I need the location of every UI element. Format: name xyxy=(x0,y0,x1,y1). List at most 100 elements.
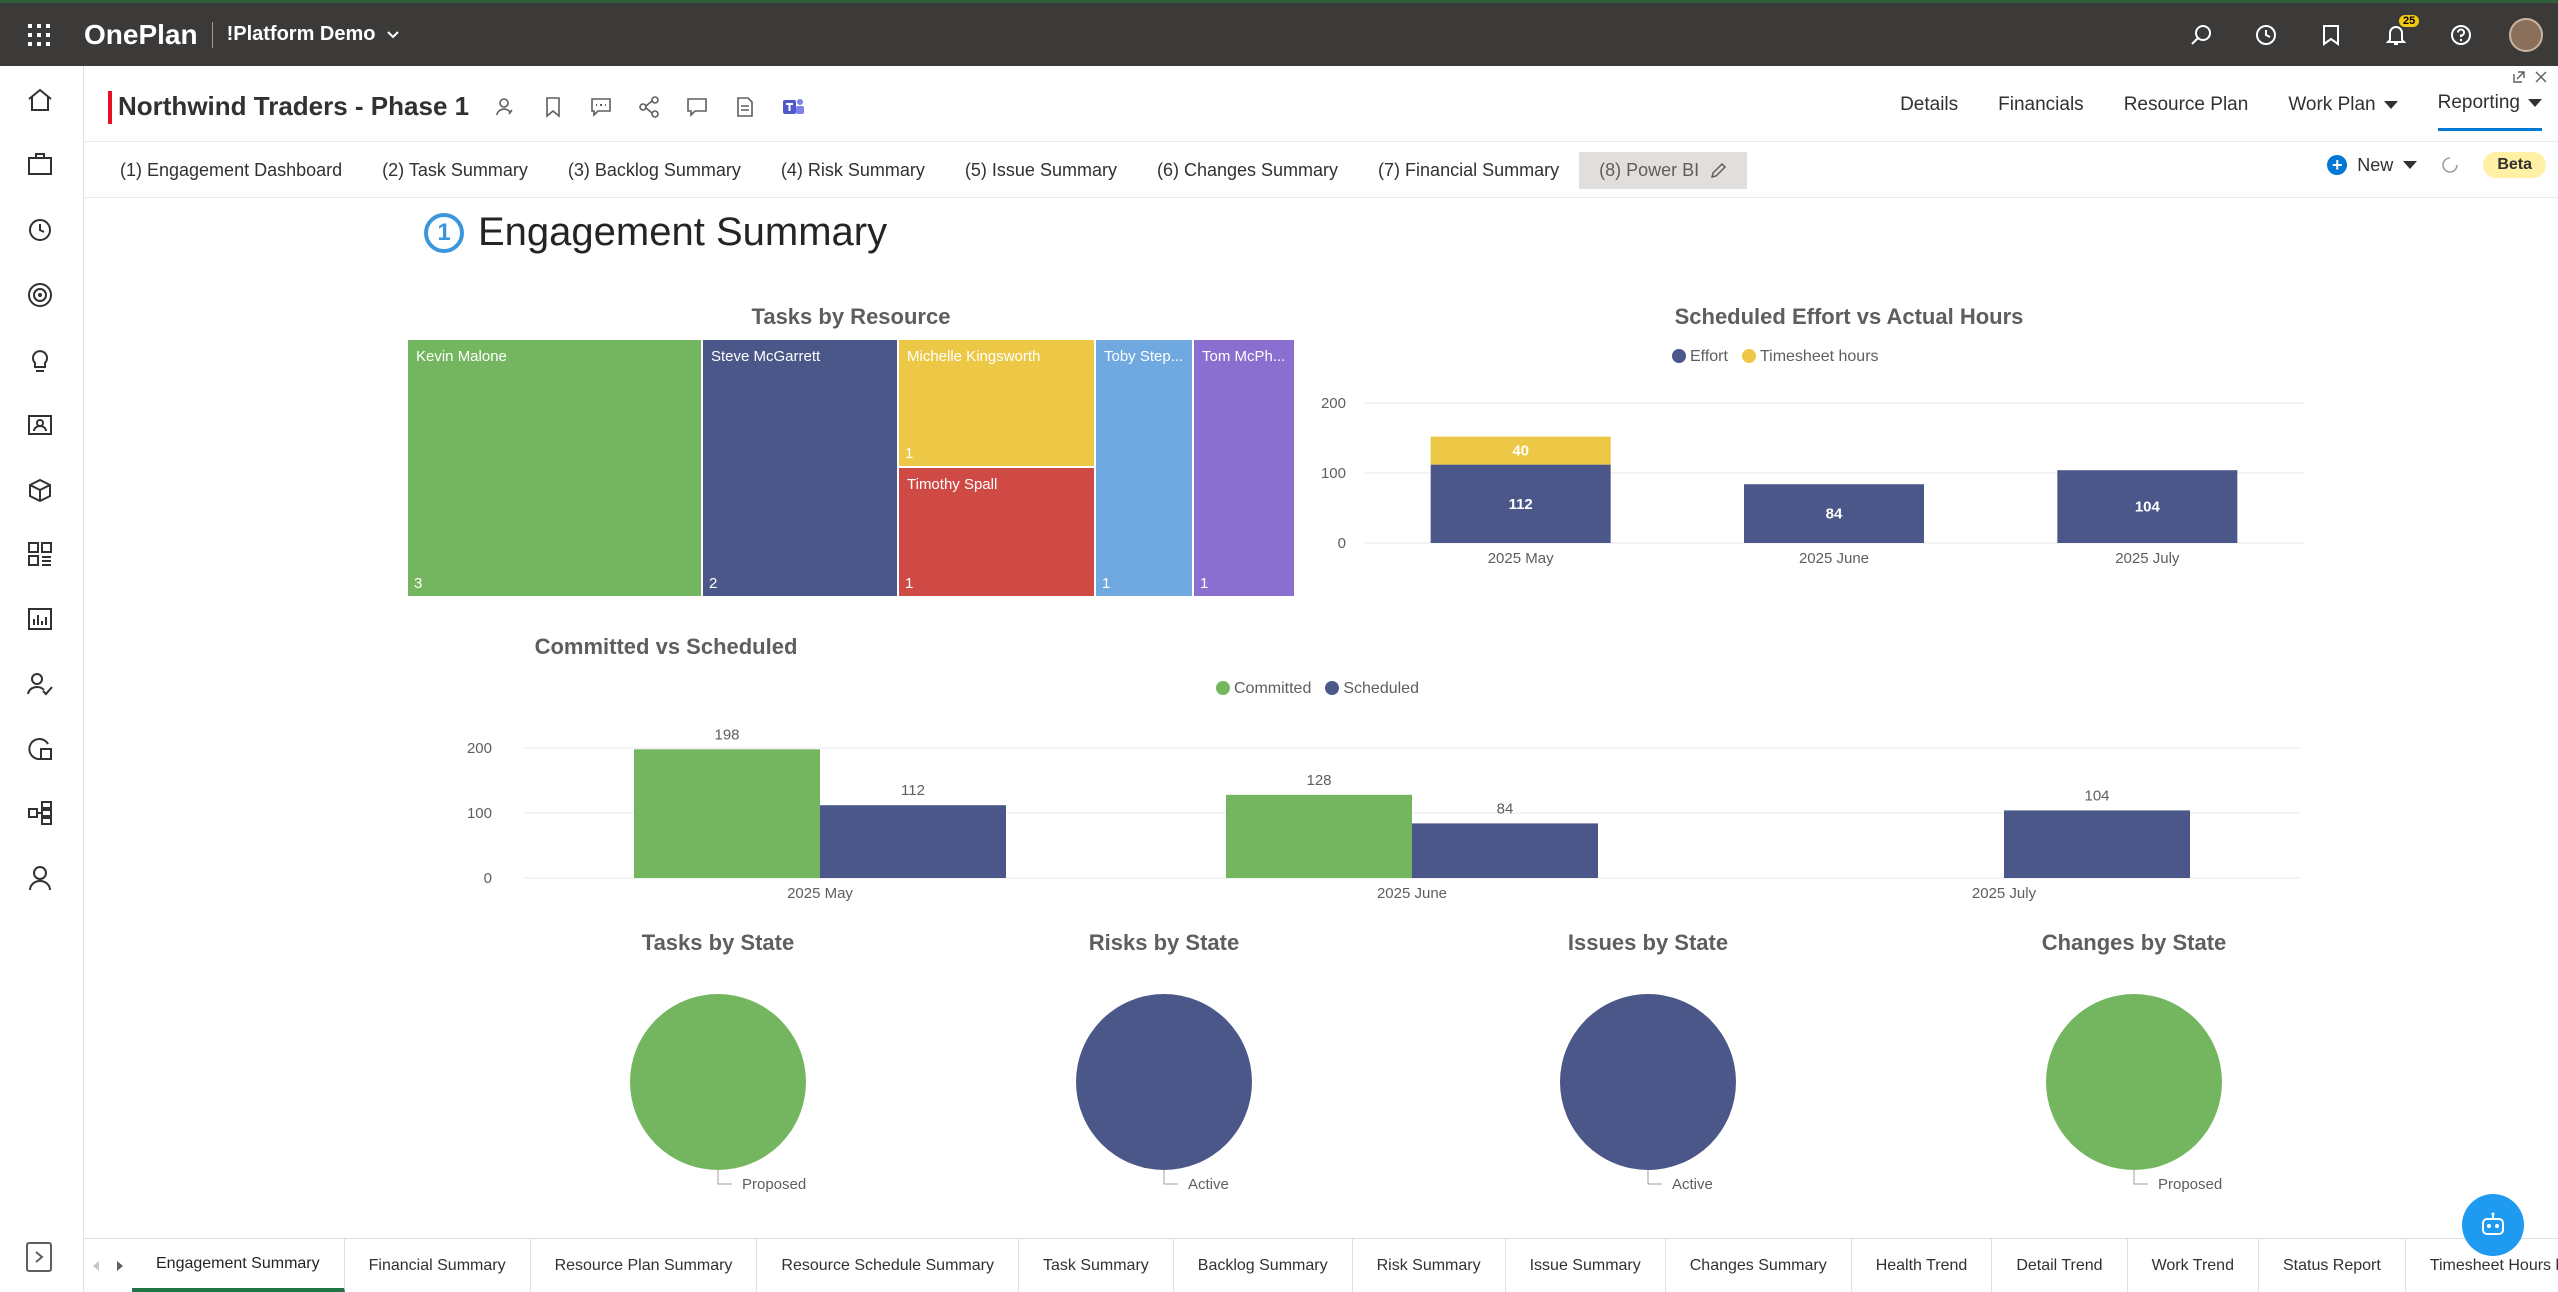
pencil-icon[interactable] xyxy=(1709,162,1727,180)
chat-icon[interactable] xyxy=(680,92,714,122)
chart-title-tasks-by-state: Tasks by State xyxy=(641,930,795,955)
page-tab[interactable]: Financial Summary xyxy=(345,1239,531,1292)
page-tab[interactable]: Changes Summary xyxy=(1666,1239,1852,1292)
chevron-right-icon[interactable] xyxy=(108,1239,132,1292)
box-icon[interactable] xyxy=(22,472,58,508)
treemap-tile[interactable]: Timothy Spall 1 xyxy=(899,468,1094,596)
treemap-tile[interactable]: Tom McPh... 1 xyxy=(1194,340,1294,596)
window-controls xyxy=(2512,70,2548,84)
person-icon[interactable] xyxy=(22,860,58,896)
caret-down-icon xyxy=(2403,161,2418,169)
page-tab[interactable]: Detail Trend xyxy=(1992,1239,2128,1292)
slice-label: Proposed xyxy=(742,1176,806,1193)
target-icon[interactable] xyxy=(22,277,58,313)
teams-icon[interactable] xyxy=(776,92,810,122)
new-button[interactable]: + New xyxy=(2327,155,2418,176)
plus-icon: + xyxy=(2327,155,2348,175)
briefcase-icon[interactable] xyxy=(22,146,58,182)
bookmark-icon[interactable] xyxy=(2298,3,2363,66)
assistant-button[interactable] xyxy=(2462,1194,2524,1256)
tile-count: 2 xyxy=(709,575,718,592)
org-chart-icon[interactable] xyxy=(22,795,58,831)
tile-name: Timothy Spall xyxy=(907,476,998,493)
user-avatar[interactable] xyxy=(2493,3,2558,66)
time-icon[interactable] xyxy=(22,212,58,248)
power-bi-report: 1 Engagement Summary Tasks by Resource K… xyxy=(84,198,2558,1238)
tab-label: (8) Power BI xyxy=(1599,160,1700,180)
bar xyxy=(1744,484,1924,543)
people-check-icon[interactable] xyxy=(22,666,58,702)
search-icon[interactable] xyxy=(2168,3,2233,66)
page-tab[interactable]: Status Report xyxy=(2259,1239,2406,1292)
person-card-icon[interactable] xyxy=(22,407,58,443)
page-tab[interactable]: Timesheet Hours by Task xyxy=(2406,1239,2558,1292)
comments-icon[interactable] xyxy=(584,92,618,122)
legend-item: Effort xyxy=(1672,348,1728,366)
bookmark-icon[interactable] xyxy=(536,92,570,122)
page-tab[interactable]: Issue Summary xyxy=(1506,1239,1666,1292)
report-title-text: Engagement Summary xyxy=(478,210,888,254)
tab-risk-summary[interactable]: (4) Risk Summary xyxy=(780,160,925,180)
refresh-icon[interactable] xyxy=(2439,154,2461,176)
page-tab[interactable]: Resource Plan Summary xyxy=(531,1239,758,1292)
tile-name: Tom McPh... xyxy=(1202,348,1286,365)
notifications-icon[interactable]: 25 xyxy=(2363,3,2428,66)
page-tab[interactable]: Work Trend xyxy=(2128,1239,2259,1292)
reporting-cycle-icon[interactable] xyxy=(22,731,58,767)
popout-icon[interactable] xyxy=(2512,70,2526,84)
app-launcher-icon[interactable] xyxy=(0,2,78,68)
data-label: 104 xyxy=(2135,499,2161,516)
lightbulb-icon[interactable] xyxy=(22,342,58,378)
home-icon[interactable] xyxy=(22,82,58,118)
project-header: Northwind Traders - Phase 1 Details Fina… xyxy=(84,66,2558,142)
data-label: 198 xyxy=(714,726,739,743)
page-tab[interactable]: Health Trend xyxy=(1852,1239,1993,1292)
nav-reporting[interactable]: Reporting xyxy=(2437,92,2542,131)
left-navigation-rail xyxy=(0,66,84,1292)
legend-item: Timesheet hours xyxy=(1741,348,1879,366)
tab-task-summary[interactable]: (2) Task Summary xyxy=(382,160,528,180)
tab-changes-summary[interactable]: (6) Changes Summary xyxy=(1156,160,1339,180)
slice-label: Active xyxy=(1672,1176,1713,1193)
share-icon[interactable] xyxy=(632,92,666,122)
help-icon[interactable] xyxy=(2428,3,2493,66)
assign-user-icon[interactable] xyxy=(488,92,522,122)
nav-resource-plan[interactable]: Resource Plan xyxy=(2124,92,2249,131)
tab-engagement-dashboard[interactable]: (1) Engagement Dashboard xyxy=(120,160,343,180)
page-tab-list: Engagement Summary Financial Summary Resou… xyxy=(132,1239,2558,1292)
treemap-tile[interactable]: Steve McGarrett 2 xyxy=(703,340,897,596)
tile-count: 1 xyxy=(1102,575,1111,592)
nav-financials[interactable]: Financials xyxy=(1998,92,2084,131)
document-icon[interactable] xyxy=(728,92,762,122)
expand-rail-button[interactable] xyxy=(26,1242,52,1272)
notification-badge: 25 xyxy=(2399,15,2420,27)
nav-label: Financials xyxy=(1998,93,2084,115)
grid-list-icon[interactable] xyxy=(22,536,58,572)
treemap-tile[interactable]: Michelle Kingsworth 1 xyxy=(899,340,1094,466)
environment-selector[interactable]: !Platform Demo xyxy=(227,23,400,46)
tab-backlog-summary[interactable]: (3) Backlog Summary xyxy=(567,160,741,180)
chevron-left-icon[interactable] xyxy=(84,1239,108,1292)
close-icon[interactable] xyxy=(2534,70,2548,84)
leader-line xyxy=(2133,1170,2148,1185)
bar xyxy=(820,805,1006,878)
pie-slice xyxy=(1076,994,1252,1170)
legend-swatch xyxy=(1672,349,1686,363)
brand-name[interactable]: OnePlan xyxy=(84,18,198,50)
nav-work-plan[interactable]: Work Plan xyxy=(2288,92,2398,131)
page-tab[interactable]: Task Summary xyxy=(1019,1239,1174,1292)
report-icon[interactable] xyxy=(22,601,58,637)
page-tab[interactable]: Resource Schedule Summary xyxy=(757,1239,1019,1292)
tab-issue-summary[interactable]: (5) Issue Summary xyxy=(964,160,1117,180)
treemap-tile[interactable]: Toby Step... 1 xyxy=(1096,340,1192,596)
tab-financial-summary[interactable]: (7) Financial Summary xyxy=(1378,160,1560,180)
tab-power-bi[interactable]: (8) Power BI xyxy=(1579,152,1748,189)
treemap-tile[interactable]: Kevin Malone 3 xyxy=(408,340,701,596)
page-tab[interactable]: Engagement Summary xyxy=(132,1239,345,1292)
top-icon-group: 25 xyxy=(2168,3,2558,66)
tasks-by-resource-treemap: Kevin Malone 3 Steve McGarrett 2 Michell… xyxy=(408,340,1294,596)
page-tab[interactable]: Risk Summary xyxy=(1353,1239,1506,1292)
history-icon[interactable] xyxy=(2233,3,2298,66)
page-tab[interactable]: Backlog Summary xyxy=(1174,1239,1353,1292)
nav-details[interactable]: Details xyxy=(1900,92,1958,131)
